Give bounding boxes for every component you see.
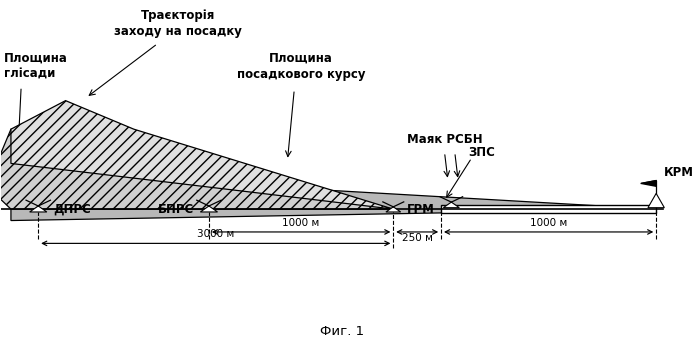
Text: КРМ: КРМ — [664, 165, 694, 179]
Text: 1000 м: 1000 м — [530, 218, 568, 228]
Text: Площина
глісади: Площина глісади — [4, 52, 68, 81]
Text: Площина
посадкового курсу: Площина посадкового курсу — [237, 52, 366, 81]
Bar — [441, 205, 656, 213]
Polygon shape — [11, 172, 656, 221]
Text: Фиг. 1: Фиг. 1 — [320, 325, 364, 338]
Text: Траєкторія
заходу на посадку: Траєкторія заходу на посадку — [114, 9, 242, 38]
Polygon shape — [641, 181, 656, 186]
Text: ДПРС: ДПРС — [53, 203, 91, 216]
Text: БПРС: БПРС — [158, 203, 194, 216]
Polygon shape — [11, 101, 394, 209]
Text: Маяк РСБН: Маяк РСБН — [407, 133, 482, 146]
Text: 1000 м: 1000 м — [282, 218, 319, 228]
Polygon shape — [386, 207, 401, 212]
Text: ЗПС: ЗПС — [468, 146, 496, 159]
Polygon shape — [648, 193, 664, 208]
Polygon shape — [201, 206, 217, 212]
Text: 250 м: 250 м — [402, 233, 433, 243]
Polygon shape — [29, 206, 47, 212]
Text: ГРМ: ГРМ — [407, 203, 435, 216]
Polygon shape — [443, 202, 459, 208]
Text: 3000 м: 3000 м — [197, 229, 234, 239]
Polygon shape — [0, 129, 394, 209]
